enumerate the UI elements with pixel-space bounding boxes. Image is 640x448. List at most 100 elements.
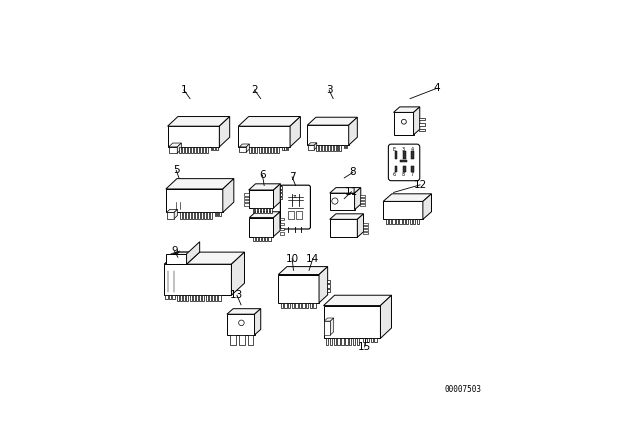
Bar [292,303,294,308]
Bar [411,151,414,159]
Polygon shape [349,117,357,145]
Bar [280,218,284,220]
Bar [280,233,284,235]
Bar [363,232,367,234]
Bar [403,220,405,224]
Polygon shape [314,143,317,150]
Bar [280,194,282,196]
Text: 2: 2 [252,85,258,95]
Bar [403,151,406,159]
Bar [169,295,171,299]
Text: 15: 15 [358,342,371,352]
Bar [211,147,212,151]
Polygon shape [330,214,364,220]
Polygon shape [324,318,333,321]
Polygon shape [308,143,317,145]
Text: 10: 10 [285,254,299,264]
Bar [177,295,179,302]
Bar [339,145,341,151]
Bar [419,129,425,131]
Bar [188,147,190,153]
Bar [259,208,260,213]
Bar [261,208,263,213]
Bar [363,223,367,224]
Bar [212,295,214,302]
Bar [244,200,249,202]
Bar [249,147,252,153]
Text: 11: 11 [345,187,358,197]
Bar [256,237,258,241]
Bar [413,220,415,224]
Bar [186,295,188,302]
Polygon shape [357,214,364,237]
Polygon shape [394,107,420,112]
Bar [395,165,397,172]
Bar [205,295,208,302]
Polygon shape [323,295,392,306]
Bar [367,338,369,342]
Bar [396,220,398,224]
Polygon shape [238,116,300,126]
Bar [287,211,294,219]
Polygon shape [239,144,250,147]
Bar [328,145,330,151]
Polygon shape [324,321,330,335]
Polygon shape [355,188,361,210]
Bar [280,190,282,192]
Polygon shape [255,309,260,335]
Text: 5: 5 [173,165,180,175]
Bar [267,208,269,213]
Bar [201,212,203,220]
Bar [363,338,365,342]
Bar [196,295,198,302]
Bar [253,208,255,213]
Polygon shape [166,179,234,189]
Bar [371,338,373,342]
Bar [322,145,324,151]
Bar [230,335,236,345]
Bar [341,338,344,345]
Bar [411,165,414,172]
Bar [244,197,249,199]
Bar [410,220,412,224]
Bar [363,226,367,228]
Bar [399,220,401,224]
Bar [189,295,191,302]
Polygon shape [164,264,232,295]
Bar [363,229,367,231]
Bar [203,147,205,153]
Bar [280,186,282,189]
Bar [215,295,218,302]
Bar [199,295,202,302]
Bar [333,338,336,345]
Bar [284,303,287,308]
Polygon shape [166,254,187,264]
Text: 9: 9 [171,246,178,256]
Bar [281,303,283,308]
Polygon shape [232,252,244,295]
Bar [253,237,255,241]
Bar [400,160,406,163]
Bar [360,194,365,197]
Text: 3: 3 [326,85,332,95]
Polygon shape [223,179,234,212]
Bar [296,211,303,219]
Bar [419,117,425,121]
Bar [213,147,215,151]
Polygon shape [383,202,423,220]
FancyBboxPatch shape [388,144,420,181]
Polygon shape [330,318,333,335]
Bar [316,145,318,151]
Bar [194,147,196,153]
Bar [206,147,208,153]
Bar [280,228,284,230]
Text: 6: 6 [259,170,266,180]
Bar [218,295,221,302]
Polygon shape [168,126,220,147]
Bar [165,295,168,299]
Bar [244,203,249,206]
Bar [180,295,182,302]
Polygon shape [166,252,200,264]
Polygon shape [227,314,255,335]
Bar [214,212,216,216]
